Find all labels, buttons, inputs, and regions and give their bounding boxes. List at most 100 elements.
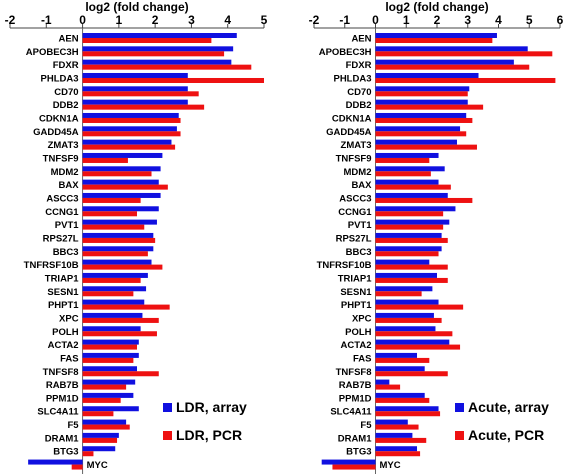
gene-label: XPC	[59, 313, 79, 324]
x-tick-label: 0	[79, 13, 86, 27]
bar-array	[375, 326, 436, 332]
gene-label: ASCC3	[339, 193, 371, 204]
bar-pcr	[375, 277, 448, 283]
bar-pcr	[82, 331, 157, 337]
gene-label: PHLDA3	[333, 73, 371, 84]
bar-array	[82, 33, 237, 38]
bar-pcr	[375, 317, 442, 323]
bar-pcr	[375, 237, 448, 243]
bar-pcr	[82, 251, 148, 257]
gene-label: PVT1	[348, 220, 372, 231]
bar-pcr	[375, 264, 448, 270]
bar-array	[375, 272, 437, 278]
gene-label: ZMAT3	[341, 140, 372, 151]
gene-label: BBC3	[346, 247, 372, 258]
x-axis-title: log2 (fold change)	[385, 0, 488, 14]
gene-label: DRAM1	[45, 433, 79, 444]
gene-label: POLH	[345, 327, 372, 338]
bar-pcr	[82, 144, 176, 150]
bar-pcr	[82, 184, 168, 190]
bar-array	[82, 326, 141, 332]
gene-label: ACTA2	[341, 340, 372, 351]
x-tick-label: -2	[5, 13, 16, 27]
gene-label: MYC	[87, 460, 108, 471]
legend-label: Acute, array	[468, 399, 549, 415]
bar-array	[82, 379, 136, 385]
gene-label: ASCC3	[46, 193, 78, 204]
gene-label: APOBEC3H	[26, 47, 79, 58]
bar-pcr	[82, 211, 137, 217]
bar-pcr	[82, 357, 134, 363]
legend-label: LDR, PCR	[176, 427, 242, 443]
bar-array	[82, 206, 159, 212]
bar-array	[375, 446, 418, 452]
x-tick-label: 3	[188, 13, 195, 27]
gene-label: PPM1D	[339, 393, 372, 404]
bar-array	[28, 459, 83, 465]
bar-array	[82, 46, 234, 52]
bar-array	[375, 139, 457, 145]
bar-pcr	[82, 451, 94, 457]
bar-pcr	[375, 38, 493, 43]
bar-pcr	[375, 117, 473, 123]
bar-pcr	[82, 384, 127, 390]
gene-label: PHLDA3	[41, 73, 79, 84]
bar-array	[375, 286, 433, 292]
bar-pcr	[375, 357, 430, 363]
bar-array	[375, 366, 425, 372]
bar-pcr	[375, 331, 453, 337]
gene-label: POLH	[52, 327, 79, 338]
bar-pcr	[375, 451, 421, 457]
bar-pcr	[82, 264, 163, 270]
legend-swatch	[455, 431, 464, 440]
bar-array	[82, 286, 147, 292]
bar-pcr	[375, 144, 477, 150]
bar-pcr	[375, 64, 530, 70]
bar-array	[375, 419, 408, 425]
bar-pcr	[82, 77, 264, 83]
bar-array	[82, 312, 143, 318]
gene-label: RPS27L	[43, 233, 79, 244]
bar-pcr	[375, 224, 444, 230]
bar-array	[375, 299, 439, 305]
gene-label: DDB2	[53, 100, 79, 111]
gene-label: ACTA2	[48, 340, 79, 351]
gene-label: TNFSF9	[336, 153, 372, 164]
bar-pcr	[82, 371, 159, 377]
gene-label: FDXR	[53, 60, 79, 71]
x-tick-label: 0	[372, 13, 379, 27]
bar-array	[375, 219, 450, 225]
legend-swatch	[163, 403, 172, 412]
gene-label: PVT1	[55, 220, 79, 231]
bar-array	[375, 339, 450, 345]
bar-pcr	[375, 184, 451, 190]
bar-pcr	[82, 197, 141, 203]
gene-label: FAS	[60, 353, 78, 364]
x-tick-label: -2	[309, 13, 320, 27]
gene-label: TRIAP1	[338, 273, 373, 284]
bar-pcr	[82, 131, 181, 137]
bar-array	[375, 33, 497, 38]
bar-pcr	[82, 224, 145, 230]
x-tick-label: 1	[403, 13, 410, 27]
bar-pcr	[375, 131, 467, 137]
bar-pcr	[375, 384, 401, 390]
gene-label: GADD45A	[326, 127, 372, 138]
bar-pcr	[82, 344, 137, 350]
bar-array	[82, 99, 188, 105]
bar-pcr	[375, 251, 439, 257]
bar-array	[82, 192, 161, 198]
gene-label: TNFRSF10B	[24, 260, 79, 271]
gene-label: RAB7B	[46, 380, 79, 391]
legend-swatch	[163, 431, 172, 440]
bar-array	[82, 126, 177, 132]
x-tick-label: 2	[152, 13, 159, 27]
bar-array	[375, 246, 442, 252]
bar-array	[82, 366, 137, 372]
gene-label: FDXR	[346, 60, 372, 71]
bar-array	[82, 446, 116, 452]
gene-label: PHPT1	[341, 300, 372, 311]
x-tick-label: 2	[434, 13, 441, 27]
bar-pcr	[375, 197, 473, 203]
